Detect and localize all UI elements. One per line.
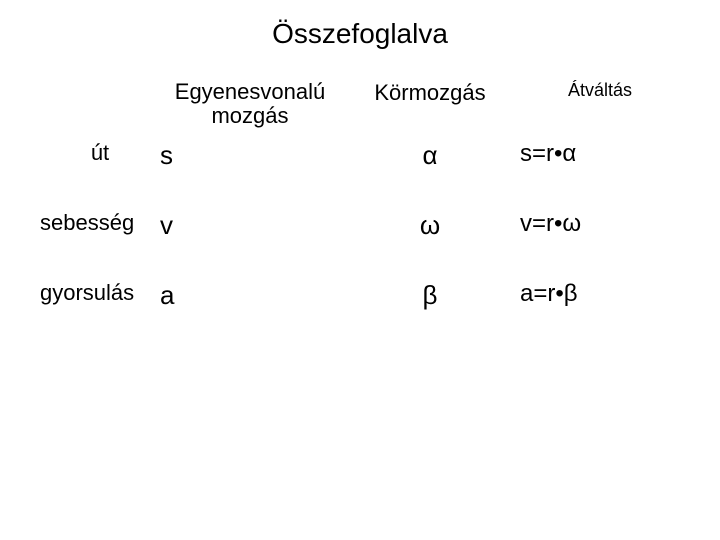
summary-table: Egyenesvonalú mozgás Körmozgás Átváltás … bbox=[40, 80, 680, 350]
row-label: sebesség bbox=[40, 210, 160, 280]
table-row: gyorsulás a β a=r•β bbox=[40, 280, 680, 350]
header-linear-line2: mozgás bbox=[211, 103, 288, 128]
table-row: út s α s=r•α bbox=[40, 140, 680, 210]
table-header-row: Egyenesvonalú mozgás Körmozgás Átváltás bbox=[40, 80, 680, 140]
cell-linear: s bbox=[160, 140, 340, 210]
table-row: sebesség v ω v=r•ω bbox=[40, 210, 680, 280]
page-title: Összefoglalva bbox=[0, 18, 720, 50]
header-circular: Körmozgás bbox=[340, 80, 520, 140]
header-empty bbox=[40, 80, 160, 140]
header-linear-line1: Egyenesvonalú bbox=[175, 79, 325, 104]
cell-linear: v bbox=[160, 210, 340, 280]
cell-circular: α bbox=[340, 140, 520, 210]
cell-conversion: a=r•β bbox=[520, 280, 680, 350]
cell-circular: β bbox=[340, 280, 520, 350]
header-linear: Egyenesvonalú mozgás bbox=[160, 80, 340, 140]
cell-linear: a bbox=[160, 280, 340, 350]
row-label: út bbox=[40, 140, 160, 210]
slide: Összefoglalva Egyenesvonalú mozgás Körmo… bbox=[0, 0, 720, 540]
header-conversion: Átváltás bbox=[520, 80, 680, 140]
cell-conversion: s=r•α bbox=[520, 140, 680, 210]
row-label: gyorsulás bbox=[40, 280, 160, 350]
cell-circular: ω bbox=[340, 210, 520, 280]
cell-conversion: v=r•ω bbox=[520, 210, 680, 280]
